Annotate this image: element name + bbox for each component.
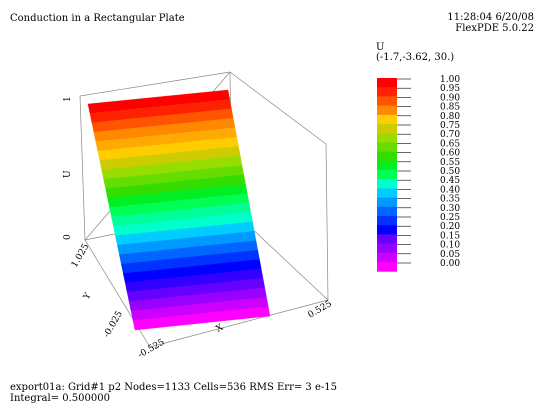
run-info: export01a: Grid#1 p2 Nodes=1133 Cells=53… xyxy=(10,382,337,393)
integral-value: Integral= 0.500000 xyxy=(10,393,110,404)
legend-level-label: 1.00 xyxy=(440,75,460,85)
legend-swatch xyxy=(377,225,397,235)
legend-variable: U xyxy=(376,42,385,53)
legend-swatch xyxy=(377,179,397,189)
legend-level-label: 0.70 xyxy=(440,130,460,140)
legend-swatch xyxy=(377,78,397,88)
legend-swatch xyxy=(377,160,397,171)
legend-level-label: 0.35 xyxy=(440,195,460,205)
surface-strip xyxy=(132,306,271,331)
box-edge xyxy=(79,95,86,241)
legend-viewpoint: (-1.7,-3.62, 30.) xyxy=(376,52,455,63)
legend-swatch xyxy=(377,243,397,254)
y-axis-label: Y xyxy=(81,290,94,302)
color-legend: 1.000.950.900.850.800.750.700.650.600.55… xyxy=(377,75,460,272)
legend-swatch xyxy=(377,234,397,245)
legend-level-label: 0.00 xyxy=(440,259,460,269)
legend-swatch xyxy=(377,197,397,208)
legend-level-label: 0.80 xyxy=(440,112,460,122)
legend-level-label: 0.85 xyxy=(440,103,460,113)
legend-swatch xyxy=(377,114,397,125)
legend-swatch xyxy=(377,87,397,97)
legend-level-label: 0.50 xyxy=(440,167,460,177)
software-version: FlexPDE 5.0.22 xyxy=(455,23,534,34)
legend-swatch xyxy=(377,133,397,143)
legend-level-label: 0.20 xyxy=(440,222,460,232)
z-tick-label: 0 xyxy=(63,234,73,240)
box-edge xyxy=(325,143,329,301)
legend-level-label: 0.60 xyxy=(440,149,460,159)
legend-swatch xyxy=(377,124,397,134)
y-tick-label: 1.025 xyxy=(70,242,92,270)
legend-swatch xyxy=(377,96,397,107)
legend-swatch xyxy=(377,170,397,180)
x-tick-label: -0.525 xyxy=(137,337,167,360)
legend-level-label: 0.05 xyxy=(440,250,460,260)
legend-level-label: 0.10 xyxy=(440,241,460,251)
plot-title: Conduction in a Rectangular Plate xyxy=(10,13,185,24)
legend-swatch xyxy=(377,262,397,272)
x-axis-label: X xyxy=(215,322,226,334)
z-tick-label: 1 xyxy=(63,96,73,102)
legend-level-label: 0.65 xyxy=(440,139,460,149)
box-edge xyxy=(79,71,231,97)
box-edge xyxy=(229,71,327,145)
z-axis-label: U xyxy=(63,170,73,178)
legend-level-label: 0.15 xyxy=(440,231,460,241)
legend-swatch xyxy=(377,105,397,116)
box-edge xyxy=(149,299,329,348)
legend-level-label: 0.55 xyxy=(440,158,460,168)
legend-swatch xyxy=(377,206,397,217)
legend-level-label: 0.75 xyxy=(440,121,460,131)
timestamp: 11:28:04 6/20/08 xyxy=(447,12,534,23)
legend-level-label: 0.30 xyxy=(440,204,460,214)
legend-level-label: 0.45 xyxy=(440,176,460,186)
u-surface xyxy=(87,89,271,331)
y-tick-label: -0.025 xyxy=(102,309,125,339)
legend-level-label: 0.40 xyxy=(440,185,460,195)
legend-level-label: 0.90 xyxy=(440,93,460,103)
legend-swatch xyxy=(377,151,397,162)
legend-level-label: 0.25 xyxy=(440,213,460,223)
legend-swatch xyxy=(377,188,397,199)
legend-swatch xyxy=(377,216,397,226)
legend-level-label: 0.95 xyxy=(440,84,460,94)
legend-swatch xyxy=(377,142,397,153)
legend-swatch xyxy=(377,252,397,263)
